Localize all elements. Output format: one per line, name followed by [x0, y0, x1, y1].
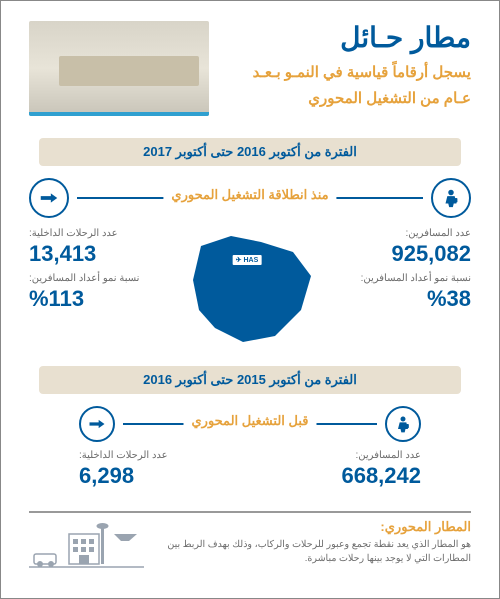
since-label-2: قبل التشغيل المحوري [184, 413, 317, 429]
stat-label: عدد الرحلات الداخلية: [29, 228, 149, 239]
divider-line: قبل التشغيل المحوري [123, 423, 377, 425]
header-text: مطار حـائل يسجل أرقاماً قياسية في النمـو… [227, 21, 471, 116]
growth-value: %38 [351, 286, 471, 312]
stats-row-2: عدد المسافرين: 668,242 عدد الرحلات الداخ… [79, 450, 421, 495]
saudi-map-icon [183, 228, 318, 348]
passenger-icon [431, 178, 471, 218]
airport-photo [29, 21, 209, 116]
infographic-page: مطار حـائل يسجل أرقاماً قياسية في النمـو… [1, 1, 499, 598]
stat-value: 668,242 [301, 463, 421, 489]
stat-label: عدد الرحلات الداخلية: [79, 450, 199, 461]
stat-value: 925,082 [351, 241, 471, 267]
plane-icon [79, 406, 115, 442]
footer-title: المطار المحوري: [158, 519, 471, 535]
footer: المطار المحوري: هو المطار الذي يعد نقطة … [29, 511, 471, 569]
stat-flights: عدد الرحلات الداخلية: 13,413 نسبة نمو أع… [29, 228, 149, 312]
stat-passengers-2: عدد المسافرين: 668,242 [301, 450, 421, 495]
footer-desc: هو المطار الذي يعد نقطة تجمع وعبور للرحل… [158, 538, 471, 567]
stat-value: 13,413 [29, 241, 149, 267]
growth-value: %113 [29, 286, 149, 312]
stat-passengers: عدد المسافرين: 925,082 نسبة نمو أعداد ال… [351, 228, 471, 312]
stat-flights-2: عدد الرحلات الداخلية: 6,298 [79, 450, 199, 495]
footer-text: المطار المحوري: هو المطار الذي يعد نقطة … [158, 519, 471, 567]
period-bar-2: الفترة من أكتوبر 2015 حتى أكتوبر 2016 [39, 366, 461, 394]
stat-label: عدد المسافرين: [351, 228, 471, 239]
map-pin: HAS ✈ [232, 254, 263, 266]
header: مطار حـائل يسجل أرقاماً قياسية في النمـو… [29, 21, 471, 116]
period-bar-1: الفترة من أكتوبر 2016 حتى أكتوبر 2017 [39, 138, 461, 166]
airport-illustration-icon [29, 519, 144, 569]
plane-icon [29, 178, 69, 218]
divider-line: منذ انطلاقة التشغيل المحوري [77, 197, 423, 199]
map-wrap: HAS ✈ [159, 228, 341, 348]
stats-row-1: عدد المسافرين: 925,082 نسبة نمو أعداد ال… [29, 228, 471, 348]
passenger-icon [385, 406, 421, 442]
subtitle: يسجل أرقاماً قياسية في النمـو بـعـد عـام… [227, 60, 471, 111]
since-row-2: قبل التشغيل المحوري [79, 406, 421, 442]
stat-value: 6,298 [79, 463, 199, 489]
main-title: مطار حـائل [227, 21, 471, 54]
growth-label: نسبة نمو أعداد المسافرين: [351, 273, 471, 284]
since-row-1: منذ انطلاقة التشغيل المحوري [29, 178, 471, 218]
growth-label: نسبة نمو أعداد المسافرين: [29, 273, 149, 284]
since-label-1: منذ انطلاقة التشغيل المحوري [163, 187, 336, 203]
stat-label: عدد المسافرين: [301, 450, 421, 461]
